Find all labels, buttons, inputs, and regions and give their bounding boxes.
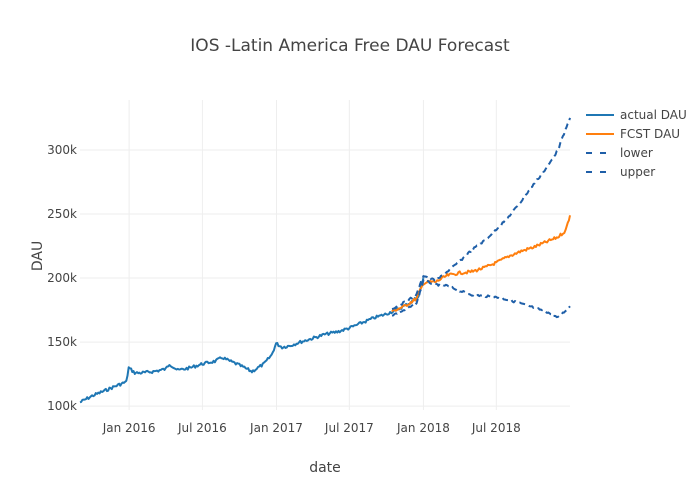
- y-tick-label: 300k: [47, 143, 77, 157]
- series-line-upper: [391, 117, 571, 310]
- x-tick-label: Jan 2016: [102, 421, 156, 435]
- legend[interactable]: actual DAU FCST DAU lower upper: [586, 108, 687, 179]
- y-axis-ticks: 100k 150k 200k 250k 300k: [47, 143, 77, 413]
- y-tick-label: 100k: [47, 399, 77, 413]
- x-tick-label: Jul 2016: [177, 421, 227, 435]
- legend-label: lower: [620, 146, 653, 160]
- series-line-lower: [391, 279, 571, 319]
- y-tick-label: 150k: [47, 335, 77, 349]
- y-axis-title: DAU: [30, 241, 46, 271]
- y-tick-label: 200k: [47, 271, 77, 285]
- gridlines: [80, 100, 570, 410]
- x-tick-label: Jul 2018: [471, 421, 521, 435]
- series-line-actual-dau: [79, 277, 425, 404]
- legend-label: upper: [620, 165, 655, 179]
- x-axis-title: date: [309, 460, 341, 476]
- series-line-fcst-dau: [391, 215, 571, 313]
- series-lines: [79, 117, 571, 404]
- y-tick-label: 250k: [47, 207, 77, 221]
- x-tick-label: Jan 2017: [249, 421, 303, 435]
- legend-label: actual DAU: [620, 108, 687, 122]
- x-axis-ticks: Jan 2016 Jul 2016 Jan 2017 Jul 2017 Jan 2018…: [102, 421, 521, 435]
- chart-title: IOS -Latin America Free DAU Forecast: [190, 36, 510, 56]
- x-tick-label: Jul 2017: [324, 421, 374, 435]
- x-tick-label: Jan 2018: [396, 421, 450, 435]
- legend-label: FCST DAU: [620, 127, 680, 141]
